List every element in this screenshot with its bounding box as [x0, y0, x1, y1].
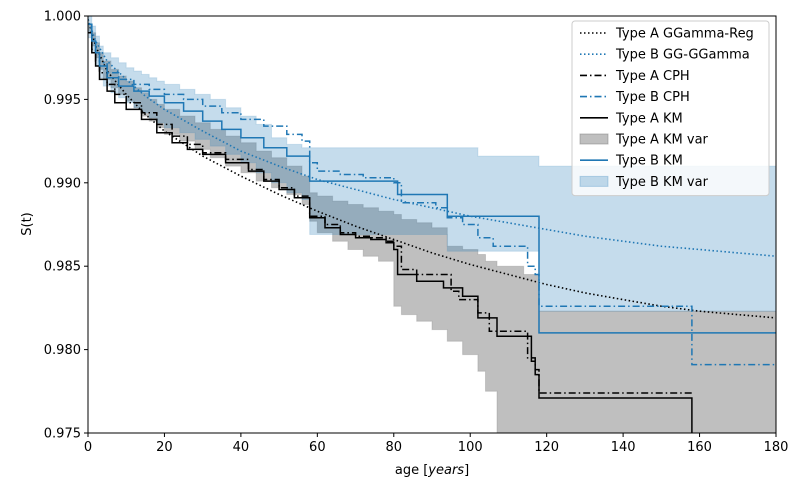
legend: Type A GGamma-Reg Type B GG-GGamma Type A … [571, 20, 770, 197]
x-tick-label: 160 [687, 440, 712, 455]
series-type-b-cph [88, 23, 776, 366]
legend-item-type-b-cph: Type B CPH [580, 90, 690, 105]
x-tick-label: 60 [309, 440, 326, 455]
series-lines [88, 19, 776, 433]
legend-item-type-a-km: Type A KM [580, 111, 683, 126]
y-axis-label: S(t) [20, 212, 35, 236]
y-tick-label: 0.985 [44, 260, 81, 275]
y-tick-label: 0.975 [44, 427, 81, 442]
legend-item-type-a-ggamma-reg: Type A GGamma-Reg [580, 27, 754, 42]
legend-label: Type A KM [615, 111, 683, 126]
series-type-b-km [88, 23, 776, 334]
series-type-a-ggamma-reg [88, 19, 776, 319]
legend-label: Type B KM [615, 154, 683, 169]
legend-label: Type B GG-GGamma [615, 48, 750, 63]
y-tick-label: 0.995 [44, 93, 81, 108]
x-axis: 0 20 40 60 80 100 120 140 160 180 [84, 433, 789, 455]
legend-swatch [579, 175, 609, 187]
legend-item-type-b-km: Type B KM [580, 154, 683, 169]
band-type-b-km-var [88, 16, 776, 312]
legend-label: Type A CPH [615, 69, 690, 84]
x-axis-label-suffix: ] [464, 463, 469, 478]
legend-label: Type B CPH [615, 90, 690, 105]
x-tick-label: 180 [764, 440, 789, 455]
x-tick-label: 20 [156, 440, 173, 455]
x-tick-label: 0 [84, 440, 92, 455]
y-tick-label: 0.980 [44, 343, 81, 358]
series-type-a-km [88, 31, 693, 433]
series-type-b-gg-ggamma [88, 19, 776, 257]
legend-swatch [579, 133, 609, 145]
x-axis-label-prefix: age [ [395, 463, 428, 478]
x-tick-label: 80 [386, 440, 403, 455]
x-tick-label: 120 [534, 440, 559, 455]
x-tick-label: 40 [233, 440, 250, 455]
legend-item-type-b-km-var: Type B KM var [579, 175, 709, 190]
x-axis-label: age [years] [395, 463, 469, 478]
legend-label: Type A GGamma-Reg [615, 27, 754, 42]
legend-item-type-a-cph: Type A CPH [580, 69, 690, 84]
series-type-a-cph [88, 31, 692, 394]
y-tick-label: 0.990 [44, 176, 81, 191]
legend-label: Type A KM var [615, 133, 709, 148]
legend-label: Type B KM var [615, 175, 709, 190]
legend-box [571, 20, 770, 197]
plot-frame [87, 15, 777, 434]
y-tick-label: 1.000 [44, 10, 81, 25]
legend-item-type-a-km-var: Type A KM var [579, 133, 709, 148]
y-axis: 0.975 0.980 0.985 0.990 0.995 1.000 [44, 10, 88, 442]
x-tick-label: 140 [611, 440, 636, 455]
x-axis-label-unit: years [427, 463, 464, 478]
legend-item-type-b-gg-ggamma: Type B GG-GGamma [580, 48, 750, 63]
x-tick-label: 100 [458, 440, 483, 455]
